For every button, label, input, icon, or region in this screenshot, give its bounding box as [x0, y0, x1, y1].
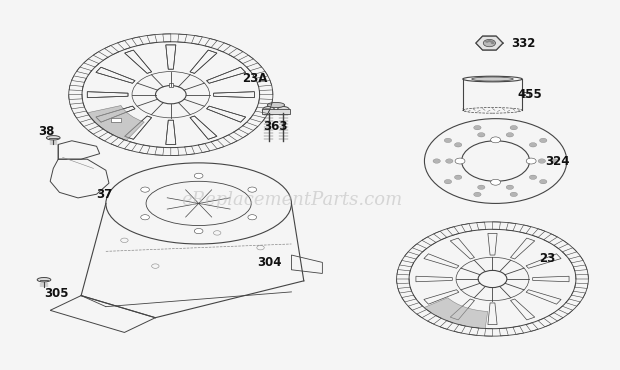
Circle shape [474, 125, 481, 130]
Wedge shape [424, 298, 488, 329]
Circle shape [455, 158, 465, 164]
Circle shape [551, 159, 558, 163]
Circle shape [433, 159, 440, 163]
Circle shape [477, 185, 485, 189]
Circle shape [444, 179, 451, 184]
Ellipse shape [267, 102, 285, 108]
Circle shape [510, 192, 518, 196]
Circle shape [477, 132, 485, 137]
Text: 23: 23 [539, 252, 555, 265]
Circle shape [444, 138, 451, 142]
Text: 23A: 23A [242, 72, 267, 85]
Circle shape [194, 229, 203, 234]
Circle shape [483, 40, 495, 47]
Circle shape [529, 142, 537, 147]
Text: 332: 332 [511, 37, 536, 50]
Circle shape [454, 142, 462, 147]
Text: 363: 363 [264, 120, 288, 132]
Polygon shape [476, 36, 503, 50]
Circle shape [510, 125, 518, 130]
Circle shape [141, 187, 149, 192]
Circle shape [248, 215, 257, 220]
Text: 37: 37 [97, 188, 113, 201]
Circle shape [262, 107, 275, 114]
Ellipse shape [472, 77, 513, 81]
Ellipse shape [46, 136, 60, 140]
Circle shape [539, 138, 547, 142]
Circle shape [487, 40, 491, 42]
Text: 305: 305 [44, 287, 68, 300]
Circle shape [539, 179, 547, 184]
Circle shape [490, 137, 500, 143]
Circle shape [506, 185, 513, 189]
Circle shape [490, 179, 500, 185]
Text: 38: 38 [38, 125, 54, 138]
Circle shape [538, 159, 546, 163]
Circle shape [446, 159, 453, 163]
Circle shape [454, 175, 462, 179]
Text: 455: 455 [517, 88, 542, 101]
Wedge shape [87, 105, 144, 141]
Circle shape [506, 132, 513, 137]
Circle shape [485, 41, 489, 43]
Circle shape [491, 42, 495, 44]
Ellipse shape [37, 278, 51, 282]
Bar [262, 110, 290, 114]
Text: eReplacementParts.com: eReplacementParts.com [181, 191, 402, 209]
Circle shape [474, 192, 481, 196]
Circle shape [529, 175, 537, 179]
Text: 324: 324 [545, 155, 570, 168]
Circle shape [490, 41, 494, 43]
Circle shape [141, 215, 149, 220]
Text: 304: 304 [257, 256, 282, 269]
Bar [111, 118, 122, 122]
Circle shape [194, 173, 203, 178]
Circle shape [248, 187, 257, 192]
Circle shape [526, 158, 536, 164]
Bar [169, 83, 173, 87]
Circle shape [277, 107, 290, 114]
